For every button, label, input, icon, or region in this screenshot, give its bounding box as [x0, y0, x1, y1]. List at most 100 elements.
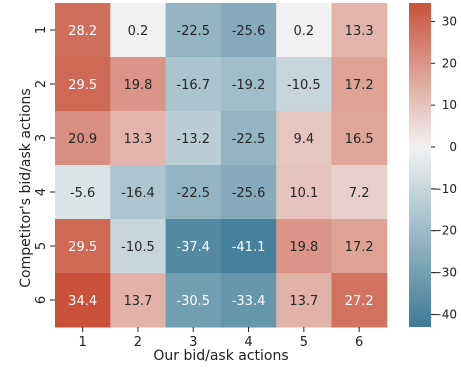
cell-value-label: -22.5 [176, 24, 210, 39]
colorbar-tick-label: 10 [442, 98, 457, 112]
heatmap-cell [220, 57, 277, 112]
cell-value-label: 29.5 [68, 78, 97, 93]
x-axis-label: Our bid/ask actions [153, 348, 288, 364]
cell-value-label: 20.9 [68, 132, 97, 147]
cell-value-label: -25.6 [232, 186, 266, 201]
colorbar-tick-label: 20 [442, 56, 457, 70]
heatmap-cell [220, 219, 277, 274]
colorbar-tick-label: −20 [432, 224, 457, 238]
y-axis-ticks: 1 2 3 4 5 6 [34, 26, 55, 304]
heatmap-cell [110, 165, 167, 220]
heatmap-cell [110, 111, 167, 166]
cell-value-label: 17.2 [345, 240, 374, 255]
cell-value-label: 16.5 [345, 132, 374, 147]
cell-labels: 28.2 0.2 -22.5 -25.6 0.2 13.3 29.5 19.8 -16.7 -19… [68, 24, 373, 309]
colorbar-tick-label: −40 [432, 307, 457, 321]
cell-value-label: -10.5 [121, 240, 155, 255]
cell-value-label: 7.2 [349, 186, 370, 201]
cell-value-label: -19.2 [232, 78, 266, 93]
x-tick-label: 4 [244, 335, 252, 350]
cell-value-label: -37.4 [176, 240, 210, 255]
heatmap-cell [220, 273, 277, 328]
heatmap-cell [276, 165, 332, 220]
heatmap-cell [165, 219, 222, 274]
x-tick-label: 2 [134, 335, 142, 350]
heatmap-cell [220, 3, 277, 58]
cell-value-label: -25.6 [232, 24, 266, 39]
heatmap-cell [276, 273, 332, 328]
cell-value-label: -16.7 [176, 78, 210, 93]
heatmap-cell [276, 3, 332, 58]
heatmap-cell [165, 3, 222, 58]
cell-value-label: 19.8 [289, 240, 318, 255]
y-tick-label: 4 [34, 188, 49, 196]
x-tick-label: 3 [189, 335, 197, 350]
colorbar-tick-label: −30 [432, 266, 457, 280]
heatmap-cell [220, 165, 277, 220]
heatmap-cell [276, 57, 332, 112]
colorbar-tick-label: 0 [449, 140, 457, 154]
cell-value-label: 17.2 [345, 78, 374, 93]
heatmap-cell [55, 57, 111, 112]
cell-value-label: 27.2 [345, 294, 374, 309]
heatmap-cell [55, 273, 111, 328]
heatmap-cell [110, 219, 167, 274]
heatmap-cell [331, 3, 388, 58]
y-tick-label: 2 [34, 80, 49, 88]
cell-value-label: 0.2 [128, 24, 149, 39]
cell-value-label: 29.5 [68, 240, 97, 255]
x-tick-label: 1 [79, 335, 87, 350]
cell-value-label: 13.3 [123, 132, 152, 147]
cell-value-label: 28.2 [68, 24, 97, 39]
cell-value-label: 13.3 [345, 24, 374, 39]
cell-value-label: -16.4 [121, 186, 155, 201]
heatmap-cell [55, 3, 111, 58]
heatmap-cell [110, 57, 167, 112]
cell-value-label: 10.1 [289, 186, 318, 201]
heatmap-cell [276, 111, 332, 166]
heatmap-cells [55, 3, 388, 328]
y-tick-label: 6 [34, 296, 49, 304]
cell-value-label: -5.6 [70, 186, 95, 201]
cell-value-label: -10.5 [287, 78, 321, 93]
heatmap-cell [331, 219, 388, 274]
cell-value-label: 19.8 [123, 78, 152, 93]
colorbar [409, 3, 431, 327]
heatmap-cell [110, 3, 167, 58]
y-tick-label: 5 [34, 242, 49, 250]
cell-value-label: 9.4 [294, 132, 315, 147]
colorbar-tick-label: −10 [432, 182, 457, 196]
x-tick-label: 5 [300, 335, 308, 350]
heatmap-cell [220, 111, 277, 166]
heatmap-cell [110, 273, 167, 328]
heatmap-cell [331, 165, 388, 220]
cell-value-label: -30.5 [176, 294, 210, 309]
y-tick-label: 1 [34, 26, 49, 34]
heatmap-cell [55, 111, 111, 166]
cell-value-label: -22.5 [232, 132, 266, 147]
heatmap-cell [165, 273, 222, 328]
heatmap-cell [165, 165, 222, 220]
cell-value-label: 0.2 [294, 24, 315, 39]
cell-value-label: -22.5 [176, 186, 210, 201]
cell-value-label: 34.4 [68, 294, 97, 309]
heatmap-cell [331, 57, 388, 112]
cell-value-label: -33.4 [232, 294, 266, 309]
cell-value-label: -13.2 [176, 132, 210, 147]
heatmap-cell [331, 111, 388, 166]
heatmap-cell [165, 111, 222, 166]
heatmap-cell [55, 219, 111, 274]
x-axis-ticks: 1 2 3 4 5 6 [79, 327, 363, 350]
cell-value-label: 13.7 [289, 294, 318, 309]
heatmap-cell [331, 273, 388, 328]
cell-value-label: -41.1 [232, 240, 266, 255]
y-tick-label: 3 [34, 134, 49, 142]
heatmap-cell [55, 165, 111, 220]
heatmap-cell [165, 57, 222, 112]
colorbar-tick-label: 30 [442, 14, 457, 28]
cell-value-label: 13.7 [123, 294, 152, 309]
heatmap-cell [276, 219, 332, 274]
y-axis-label: Competitor's bid/ask actions [18, 88, 34, 287]
x-tick-label: 6 [355, 335, 363, 350]
